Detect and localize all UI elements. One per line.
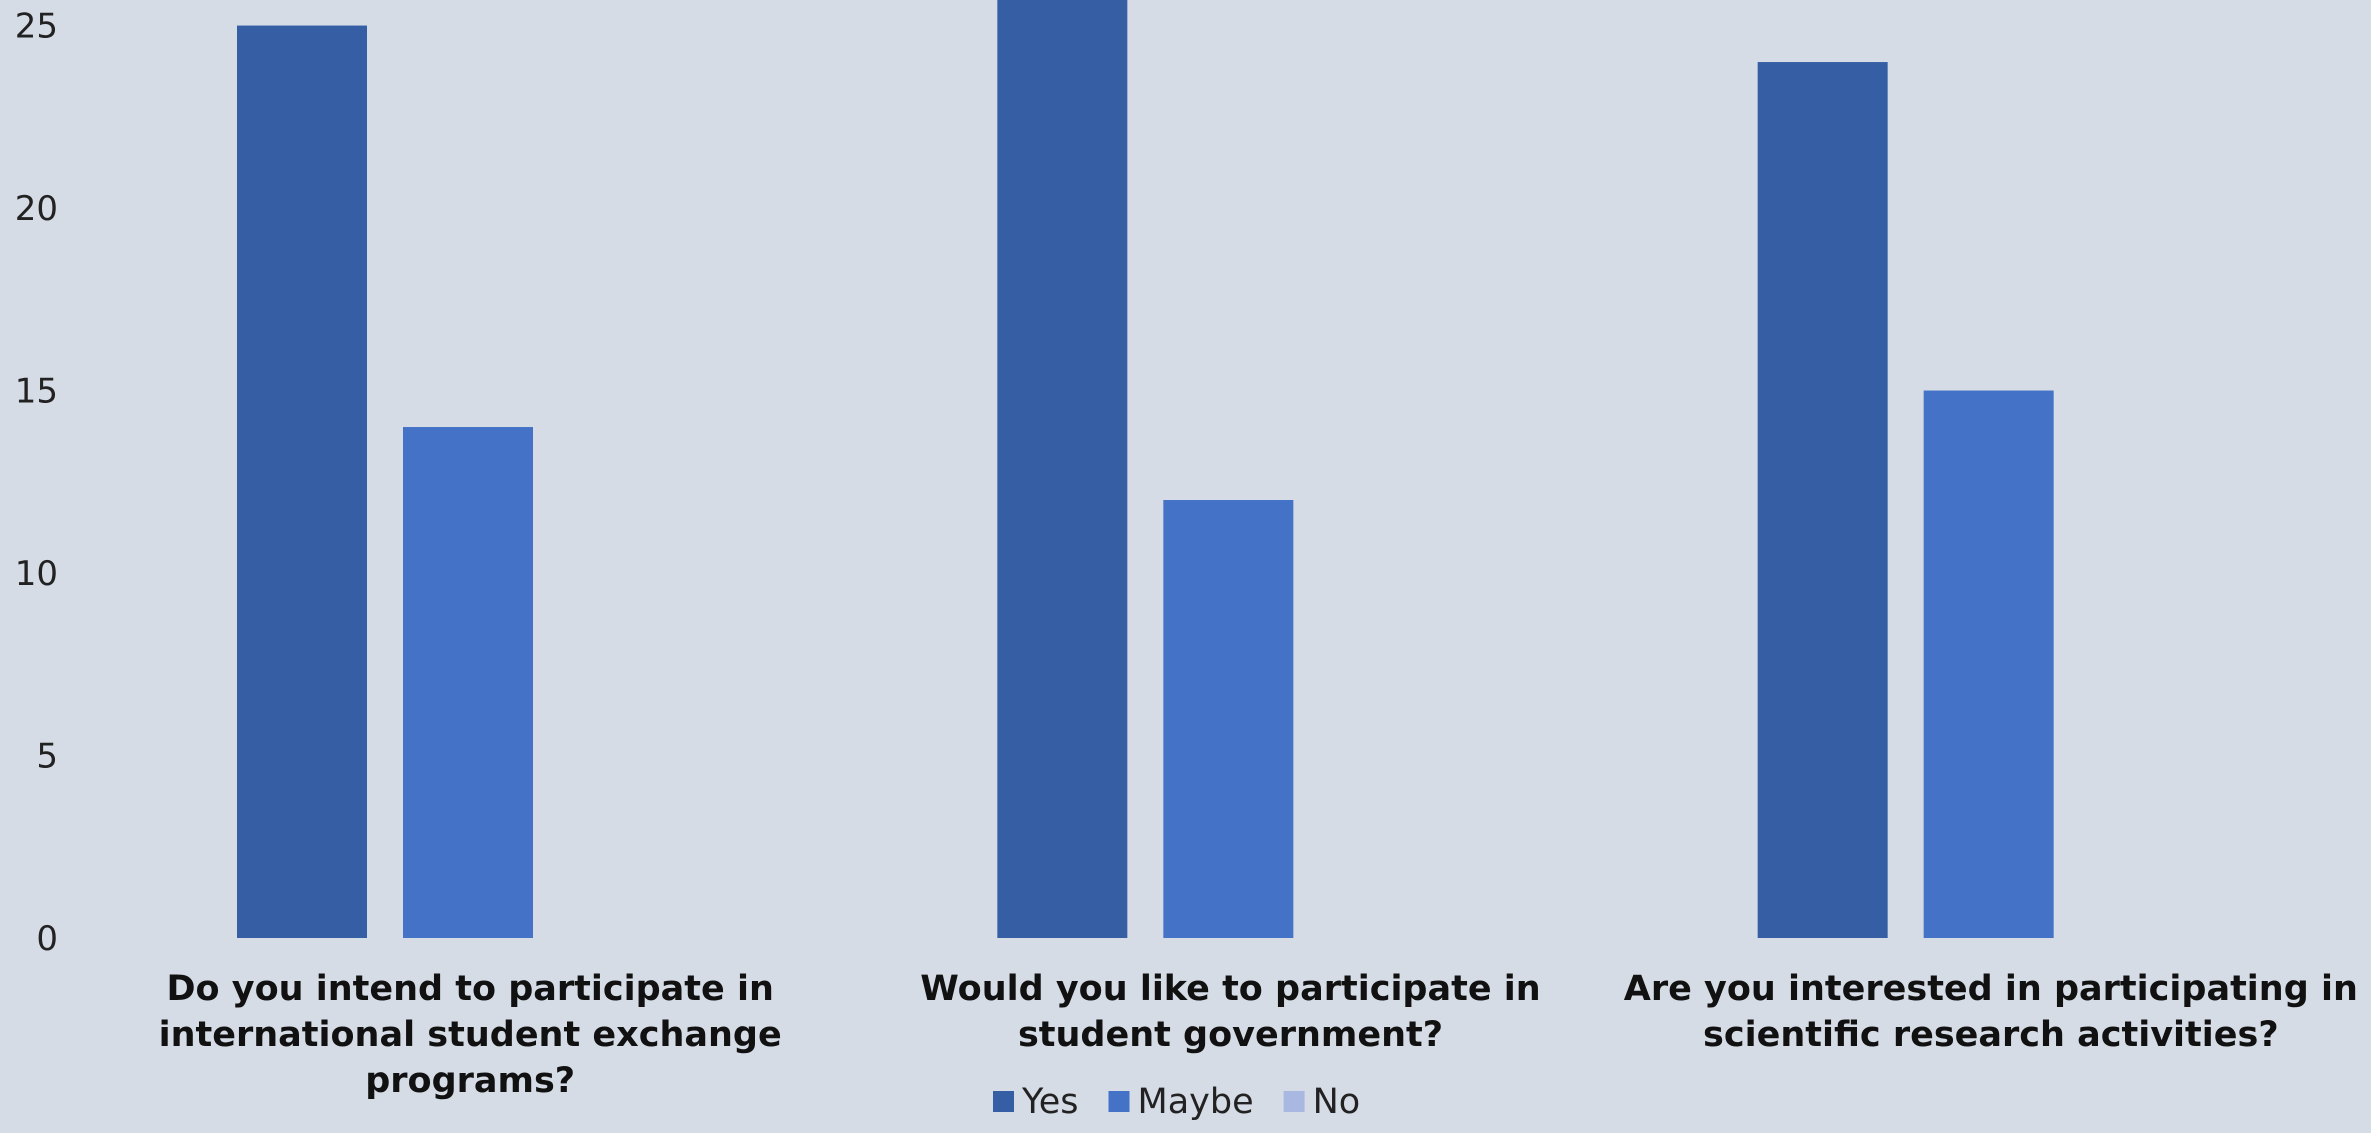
y-axis-ticks: 0 5 10 15 20 25: [15, 7, 58, 959]
y-tick-label: 10: [15, 554, 58, 594]
y-tick-label: 25: [15, 7, 58, 47]
y-tick-label: 20: [15, 189, 58, 229]
legend-label-no: No: [1313, 1082, 1361, 1122]
y-tick-label: 5: [36, 737, 58, 777]
category-label: Are you interested in participating in sc…: [1624, 969, 2358, 1055]
bar-yes-1: [237, 25, 367, 938]
legend-label-maybe: Maybe: [1138, 1082, 1254, 1122]
category-label: Would you like to participate in student …: [920, 969, 1540, 1055]
legend-swatch-no: [1283, 1091, 1305, 1112]
category-labels: Do you intend to participate in internati…: [159, 969, 2358, 1101]
bar-maybe-1: [403, 427, 533, 938]
bars: [237, 0, 2054, 938]
bar-yes-2: [997, 0, 1128, 938]
legend-swatch-maybe: [1108, 1091, 1130, 1112]
y-tick-label: 15: [15, 372, 58, 412]
category-label: Do you intend to participate in internati…: [159, 969, 782, 1101]
legend-swatch-yes: [993, 1091, 1014, 1112]
bar-maybe-2: [1163, 500, 1294, 938]
legend: Yes Maybe No: [993, 1082, 1360, 1122]
legend-label-yes: Yes: [1021, 1082, 1079, 1122]
bar-maybe-3: [1923, 390, 2054, 938]
bar-yes-3: [1757, 62, 1888, 938]
y-tick-label: 0: [36, 919, 58, 959]
